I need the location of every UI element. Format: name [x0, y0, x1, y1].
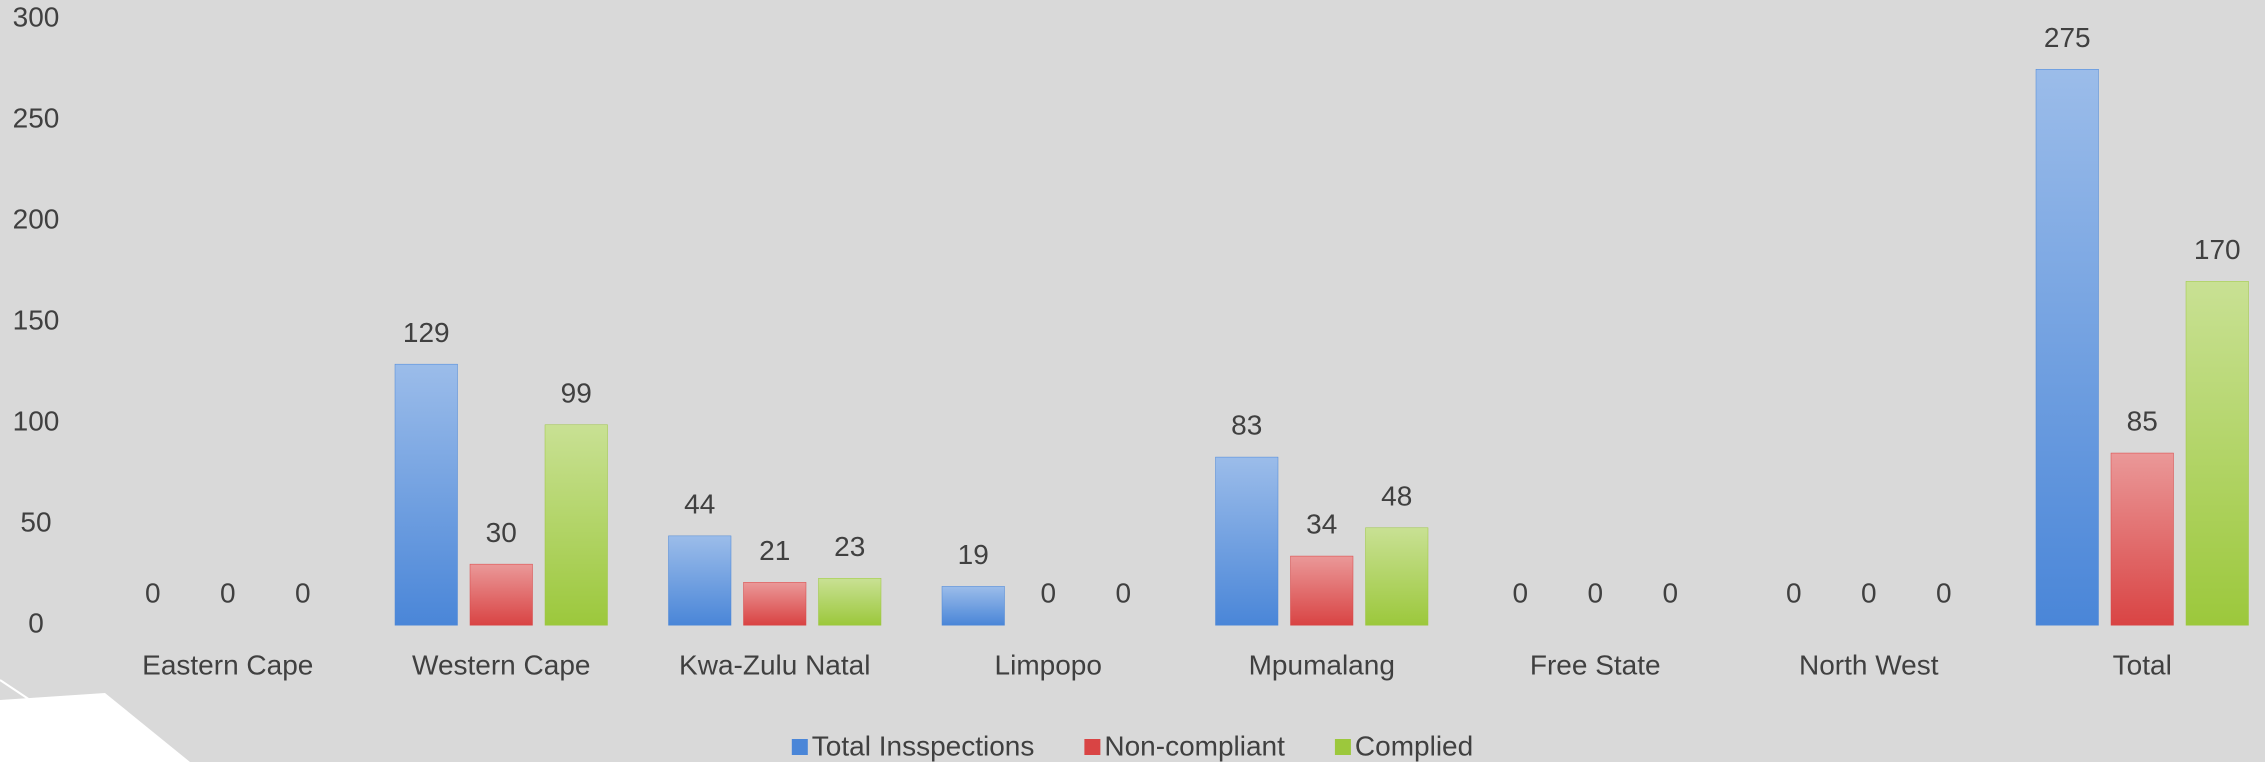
- data-label: 0: [1936, 577, 1952, 608]
- y-tick-label: 50: [20, 506, 51, 537]
- data-label: 34: [1306, 509, 1337, 540]
- legend-swatch: [1334, 739, 1351, 755]
- bar-shine: [2036, 69, 2099, 625]
- data-label: 48: [1381, 480, 1412, 511]
- bar-shine: [1290, 556, 1353, 625]
- data-label: 30: [486, 517, 517, 548]
- y-tick-label: 250: [13, 102, 60, 133]
- data-label: 83: [1231, 410, 1262, 441]
- data-label: 0: [1512, 577, 1528, 608]
- bar-shine: [545, 425, 608, 625]
- data-label: 170: [2194, 234, 2241, 265]
- legend-label: Non-compliant: [1104, 730, 1285, 761]
- x-tick-label: North West: [1799, 649, 1939, 680]
- x-tick-label: Total: [2113, 649, 2172, 680]
- data-label: 0: [145, 577, 161, 608]
- legend-swatch: [791, 739, 808, 755]
- x-tick-label: Limpopo: [995, 649, 1102, 680]
- bar-shine: [668, 536, 731, 625]
- data-label: 129: [403, 317, 450, 348]
- x-tick-label: Eastern Cape: [142, 649, 313, 680]
- data-label: 275: [2044, 22, 2091, 53]
- y-tick-label: 100: [13, 405, 60, 436]
- data-label: 44: [684, 489, 715, 520]
- data-label: 21: [759, 535, 790, 566]
- x-tick-label: Mpumalang: [1249, 649, 1395, 680]
- data-label: 85: [2127, 406, 2158, 437]
- decoration: [0, 693, 190, 762]
- legend-label: Complied: [1355, 730, 1473, 761]
- legend-swatch: [1084, 739, 1101, 755]
- y-tick-label: 300: [13, 1, 60, 32]
- decoration: [0, 679, 61, 721]
- data-label: 0: [1115, 577, 1131, 608]
- y-tick-label: 200: [13, 203, 60, 234]
- data-label: 23: [834, 531, 865, 562]
- data-label: 99: [561, 377, 592, 408]
- x-tick-label: Free State: [1530, 649, 1661, 680]
- bar-shine: [2111, 453, 2174, 625]
- data-label: 0: [220, 577, 236, 608]
- bar-shine: [395, 364, 458, 625]
- data-label: 19: [958, 539, 989, 570]
- data-label: 0: [1040, 577, 1056, 608]
- data-label: 0: [1861, 577, 1877, 608]
- x-tick-label: Western Cape: [412, 649, 590, 680]
- bar-shine: [470, 564, 533, 625]
- data-label: 0: [1786, 577, 1802, 608]
- y-tick-label: 0: [28, 607, 44, 638]
- bar-shine: [743, 582, 806, 625]
- x-tick-label: Kwa-Zulu Natal: [679, 649, 870, 680]
- bar-shine: [942, 586, 1005, 625]
- bar-shine: [1365, 528, 1428, 625]
- legend-label: Total Insspections: [812, 730, 1035, 761]
- data-label: 0: [1662, 577, 1678, 608]
- bar-shine: [2186, 281, 2249, 625]
- y-tick-label: 150: [13, 304, 60, 335]
- bar-shine: [818, 578, 881, 625]
- data-label: 0: [295, 577, 311, 608]
- data-label: 0: [1587, 577, 1603, 608]
- bar-shine: [1215, 457, 1278, 625]
